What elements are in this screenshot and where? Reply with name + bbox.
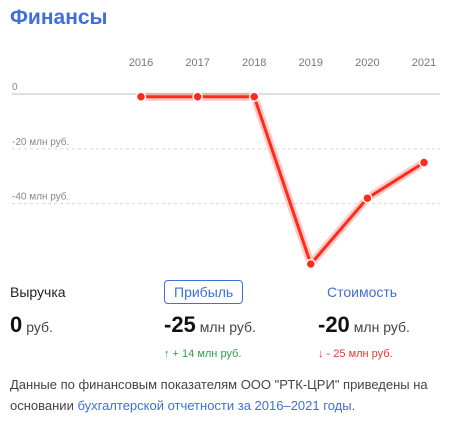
x-tick-label: 2020 (355, 57, 379, 69)
profit-number: -25 (164, 312, 196, 337)
profit-unit: млн руб. (199, 319, 256, 335)
revenue-value: 0 руб. (10, 312, 66, 338)
data-point[interactable] (305, 258, 317, 270)
x-tick-label: 2017 (185, 57, 209, 69)
x-tick-label: 2021 (412, 57, 436, 69)
data-point[interactable] (362, 192, 373, 204)
y-tick-label: -40 млн руб. (12, 191, 69, 203)
source-note: Данные по финансовым показателям ООО "РТ… (10, 374, 450, 416)
tab-cost[interactable]: Стоимость (327, 284, 398, 300)
reports-link[interactable]: бухгалтерской отчетности за 2016–2021 го… (77, 398, 352, 413)
revenue-metric: Выручка 0 руб. (10, 280, 66, 338)
source-note-text: Данные по финансовым показателям ООО "РТ… (10, 377, 428, 413)
revenue-number: 0 (10, 312, 23, 337)
profit-metric: Прибыль -25 млн руб. ↑ + 14 млн руб. (164, 280, 256, 360)
y-tick-label: 0 (12, 82, 18, 93)
cost-metric: Стоимость -20 млн руб. ↓ - 25 млн руб. (318, 280, 410, 360)
cost-delta: ↓ - 25 млн руб. (318, 348, 393, 360)
finance-chart: 2016 2017 2018 2019 2020 2021 0 -20 млн руб. -4… (12, 57, 440, 270)
series-line (139, 95, 426, 266)
data-point[interactable] (248, 91, 260, 102)
revenue-label: Выручка (10, 284, 66, 300)
data-point[interactable] (135, 91, 147, 102)
page-title: Финансы (10, 6, 108, 29)
metrics-row: Выручка 0 руб. Прибыль -25 млн руб. ↑ + 14… (0, 280, 456, 370)
x-tick-label: 2019 (299, 57, 323, 69)
source-note-end: . (351, 398, 356, 413)
profit-delta: ↑ + 14 млн руб. (164, 348, 242, 360)
data-point[interactable] (418, 157, 430, 168)
profit-value: -25 млн руб. (164, 312, 256, 338)
revenue-unit: руб. (26, 319, 53, 335)
y-tick-label: -20 млн руб. (12, 136, 69, 148)
data-point[interactable] (192, 91, 203, 102)
tab-profit[interactable]: Прибыль (164, 280, 244, 304)
cost-number: -20 (318, 312, 350, 337)
x-tick-label: 2016 (129, 57, 153, 69)
cost-unit: млн руб. (353, 319, 410, 335)
x-tick-label: 2018 (242, 57, 266, 69)
cost-value: -20 млн руб. (318, 312, 410, 338)
